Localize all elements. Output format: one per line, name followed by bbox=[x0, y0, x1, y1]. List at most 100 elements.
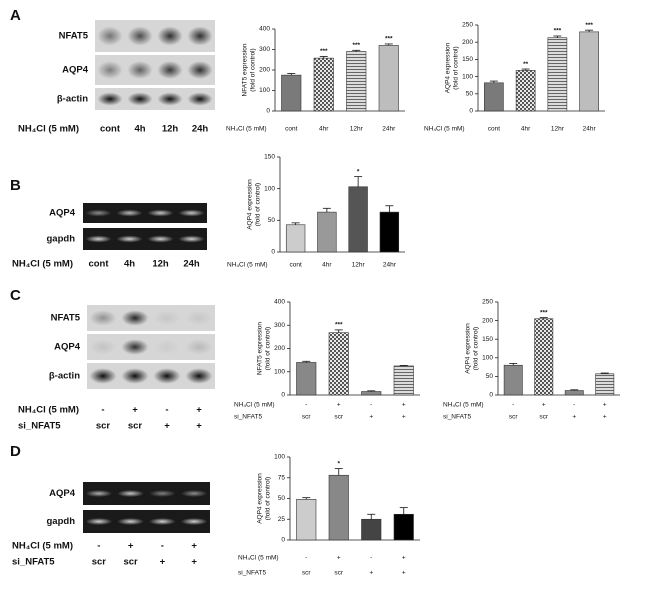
band bbox=[180, 518, 208, 525]
band bbox=[85, 209, 112, 217]
band bbox=[97, 92, 123, 106]
significance: ** bbox=[523, 61, 529, 68]
lane-label: scr bbox=[123, 557, 138, 568]
x-tick-label: 12hr bbox=[350, 126, 364, 133]
band bbox=[116, 209, 143, 217]
blot-row-label: AQP4 bbox=[54, 342, 81, 353]
band bbox=[153, 310, 181, 326]
blot-row-label: AQP4 bbox=[62, 65, 89, 76]
band bbox=[157, 92, 183, 106]
x-tick-label-row2: + bbox=[369, 414, 373, 421]
y-tick-label: 400 bbox=[274, 299, 285, 306]
band bbox=[85, 518, 113, 525]
y-tick-label: 200 bbox=[274, 345, 285, 352]
band bbox=[147, 209, 174, 217]
y-axis-label: (fold of control) bbox=[453, 46, 460, 89]
lane-label: + bbox=[160, 557, 166, 568]
y-axis-label: AQP4 expression bbox=[257, 473, 264, 524]
band bbox=[178, 209, 205, 217]
bar bbox=[281, 74, 302, 112]
blot-row-label: AQP4 bbox=[49, 488, 76, 499]
y-axis-label: (fold of control) bbox=[473, 327, 480, 370]
panel-letter: A bbox=[10, 7, 21, 24]
band bbox=[185, 310, 213, 326]
bar bbox=[595, 373, 615, 396]
y-tick-label: 0 bbox=[271, 249, 275, 256]
blot-row-label: β-actin bbox=[57, 94, 88, 105]
band bbox=[149, 518, 176, 525]
y-tick-label: 150 bbox=[264, 154, 275, 161]
band bbox=[153, 368, 181, 384]
lane-label: 4h bbox=[134, 124, 145, 135]
bar bbox=[285, 224, 306, 253]
y-axis-label: (fold of control) bbox=[265, 327, 272, 370]
band bbox=[121, 368, 149, 384]
category-row2-name: si_NFAT5 bbox=[443, 414, 471, 421]
x-tick-label: 24hr bbox=[382, 126, 396, 133]
blot-row-label: gapdh bbox=[47, 234, 76, 245]
y-tick-label: 250 bbox=[462, 22, 473, 29]
band bbox=[185, 339, 213, 355]
panel-letter: C bbox=[10, 287, 21, 304]
lane-label: + bbox=[128, 541, 134, 552]
x-tick-label: + bbox=[542, 402, 546, 409]
y-tick-label: 100 bbox=[482, 355, 493, 362]
y-tick-label: 100 bbox=[274, 368, 285, 375]
band bbox=[85, 490, 113, 497]
bar bbox=[564, 390, 584, 396]
lane-label: - bbox=[101, 405, 104, 416]
band bbox=[121, 339, 149, 355]
bar bbox=[361, 391, 382, 396]
bar bbox=[328, 332, 349, 396]
bar bbox=[579, 31, 599, 112]
category-row-name: NH₄Cl (5 mM) bbox=[238, 555, 279, 562]
gel-strip bbox=[83, 482, 210, 505]
bar bbox=[296, 362, 317, 396]
bar bbox=[503, 364, 523, 396]
bar bbox=[313, 57, 334, 112]
condition-name: NH₄Cl (5 mM) bbox=[18, 405, 79, 416]
category-row2-name: si_NFAT5 bbox=[234, 414, 262, 421]
blot-strip bbox=[95, 88, 215, 110]
significance: *** bbox=[320, 48, 328, 55]
bar bbox=[361, 518, 382, 541]
blot-row-label: AQP4 bbox=[49, 208, 76, 219]
lane-label: cont bbox=[100, 124, 121, 135]
x-tick-label-row2: scr bbox=[539, 414, 549, 421]
category-row2-name: si_NFAT5 bbox=[238, 570, 266, 577]
significance: * bbox=[357, 168, 360, 175]
y-tick-label: 0 bbox=[281, 392, 285, 399]
y-axis-label: (fold of control) bbox=[250, 48, 257, 91]
band bbox=[117, 490, 144, 497]
x-tick-label: cont bbox=[285, 126, 297, 133]
band bbox=[157, 61, 183, 79]
x-tick-label-row2: + bbox=[572, 414, 576, 421]
category-row-name: NH₄Cl (5 mM) bbox=[424, 126, 465, 133]
band bbox=[97, 26, 123, 46]
lane-label: - bbox=[165, 405, 168, 416]
band bbox=[121, 310, 149, 326]
band bbox=[149, 490, 176, 497]
y-tick-label: 100 bbox=[462, 73, 473, 80]
lane-label: 24h bbox=[183, 259, 200, 270]
band bbox=[147, 235, 174, 243]
lane-label: scr bbox=[92, 557, 107, 568]
y-tick-label: 200 bbox=[482, 317, 493, 324]
y-tick-label: 300 bbox=[259, 46, 270, 53]
condition-name: NH₄Cl (5 mM) bbox=[12, 259, 73, 270]
lane-label: 12h bbox=[152, 259, 169, 270]
lane-label: 24h bbox=[192, 124, 209, 135]
x-tick-label: 4hr bbox=[322, 262, 332, 269]
bar bbox=[393, 365, 414, 396]
band bbox=[89, 310, 117, 326]
x-tick-label: 24hr bbox=[383, 262, 397, 269]
bar bbox=[534, 318, 554, 396]
lane-label: 12h bbox=[162, 124, 179, 135]
band bbox=[89, 368, 117, 384]
y-tick-label: 200 bbox=[259, 67, 270, 74]
blot-row-label: gapdh bbox=[47, 516, 76, 527]
x-tick-label: - bbox=[370, 402, 372, 409]
x-tick-label-row2: scr bbox=[334, 570, 344, 577]
bar bbox=[346, 51, 367, 112]
bar bbox=[328, 474, 349, 541]
